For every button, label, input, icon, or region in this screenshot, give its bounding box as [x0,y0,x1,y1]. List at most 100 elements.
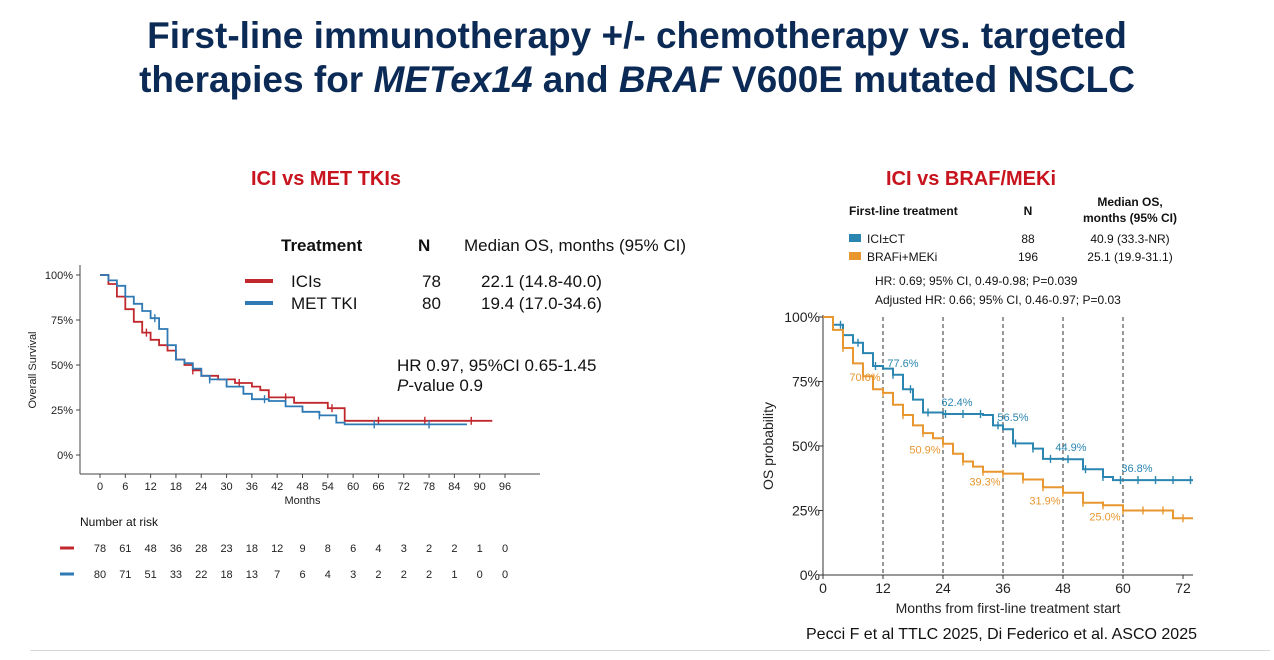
x-tick-label: 54 [322,481,334,493]
title-line-1: First-line immunotherapy +/- chemotherap… [147,15,1127,56]
risk-count: 28 [195,543,207,555]
risk-count: 2 [451,543,457,555]
y-tick-label: 25% [51,405,73,417]
y-tick-label: 0% [57,450,73,462]
risk-count: 23 [220,543,232,555]
left-km-chart: 0%25%50%75%100%0 6 12 18 24 30 36 42 48 54 60 66 72 7… [27,236,686,581]
footer-divider [30,650,1270,651]
page-title: First-line immunotherapy +/- chemotherap… [0,14,1274,102]
risk-count: 13 [246,569,258,581]
legend-header-median: Median OS, months (95% CI) [464,236,686,255]
legend-median: 40.9 (33.3-NR) [1090,232,1169,246]
risk-count: 61 [119,543,131,555]
risk-count: 18 [246,543,258,555]
x-tick-label: 48 [1055,580,1071,596]
legend-name: ICI±CT [867,232,906,246]
x-tick-label: 66 [372,481,384,493]
x-tick-label: 36 [995,580,1011,596]
legend-header-median-unit: months (95% CI) [1083,211,1177,225]
landmark-survival-label: 70.6% [849,372,880,384]
x-tick-label: 30 [220,481,232,493]
risk-count: 51 [145,569,157,581]
p-value-text: P-value 0.9 [397,376,483,395]
risk-count: 71 [119,569,131,581]
title-part: and [532,59,619,100]
legend-name: MET TKI [291,294,357,313]
legend-n: 88 [1021,232,1035,246]
risk-table-title: Number at risk [80,515,159,529]
x-tick-label: 24 [935,580,951,596]
right-km-chart: First-line treatment N Median OS, months (9… [760,195,1193,616]
x-tick-label: 0 [819,580,827,596]
legend-header-n: N [1024,204,1033,218]
x-tick-label: 48 [296,481,308,493]
landmark-survival-label: 56.5% [997,412,1028,424]
y-axis-title: OS probability [760,402,776,490]
x-tick-label: 72 [1175,580,1191,596]
legend-median: 19.4 (17.0-34.6) [481,294,602,313]
y-tick-label: 0% [800,567,820,583]
risk-count: 2 [375,569,381,581]
risk-count: 8 [325,543,331,555]
x-tick-label: 96 [499,481,511,493]
y-tick-label: 25% [792,503,820,519]
legend-n: 78 [422,272,441,291]
y-tick-label: 100% [45,270,73,282]
risk-count: 1 [451,569,457,581]
x-tick-label: 18 [170,481,182,493]
title-gene-braf: BRAF [618,59,722,100]
risk-count: 2 [401,569,407,581]
risk-count: 12 [271,543,283,555]
legend-n: 196 [1018,250,1038,264]
risk-count: 4 [325,569,331,581]
landmark-survival-label: 39.3% [969,477,1000,489]
x-tick-label: 0 [97,481,103,493]
x-tick-label: 84 [448,481,460,493]
risk-count: 0 [502,543,508,555]
risk-count: 22 [195,569,207,581]
risk-count: 36 [170,543,182,555]
legend-name: BRAFi+MEKi [867,250,937,264]
landmark-survival-label: 62.4% [941,397,972,409]
risk-count: 6 [350,543,356,555]
x-tick-label: 12 [145,481,157,493]
ici-survival-curve [100,274,493,422]
citation-footer: Pecci F et al TTLC 2025, Di Federico et … [806,626,1197,643]
legend-header-treatment: Treatment [281,236,363,255]
title-part: V600E mutated NSCLC [721,59,1135,100]
risk-count: 80 [94,569,106,581]
x-tick-label: 78 [423,481,435,493]
y-tick-label: 50% [51,360,73,372]
title-line-2: therapies for METex14 and BRAF V600E mut… [0,58,1274,102]
risk-count: 2 [426,569,432,581]
y-tick-label: 100% [784,309,820,325]
title-part: therapies for [139,59,374,100]
title-gene-met: METex14 [373,59,533,100]
x-tick-label: 24 [195,481,207,493]
landmark-survival-label: 50.9% [909,445,940,457]
risk-count: 18 [220,569,232,581]
risk-count: 0 [477,569,483,581]
p-value-label: P [397,376,409,395]
adjusted-hazard-ratio-text: Adjusted HR: 0.66; 95% CI, 0.46-0.97; P=… [875,293,1121,307]
landmark-survival-label: 44.9% [1055,442,1086,454]
landmark-survival-label: 36.8% [1121,463,1152,475]
legend-name: ICIs [291,272,321,291]
hazard-ratio-text: HR 0.97, 95%CI 0.65-1.45 [397,356,596,375]
right-chart-title: ICI vs BRAF/MEKi [886,168,1057,190]
risk-count: 7 [274,569,280,581]
legend-median: 22.1 (14.8-40.0) [481,272,602,291]
x-axis-title: Months from first-line treatment start [896,600,1121,616]
y-tick-label: 75% [51,315,73,327]
risk-count: 3 [401,543,407,555]
risk-count: 3 [350,569,356,581]
x-tick-label: 42 [271,481,283,493]
landmark-survival-label: 77.6% [887,358,918,370]
y-tick-label: 50% [792,438,820,454]
risk-count: 6 [299,569,305,581]
risk-count: 0 [502,569,508,581]
landmark-survival-label: 31.9% [1029,496,1060,508]
risk-count: 78 [94,543,106,555]
x-tick-label: 12 [875,580,891,596]
y-tick-label: 75% [792,374,820,390]
